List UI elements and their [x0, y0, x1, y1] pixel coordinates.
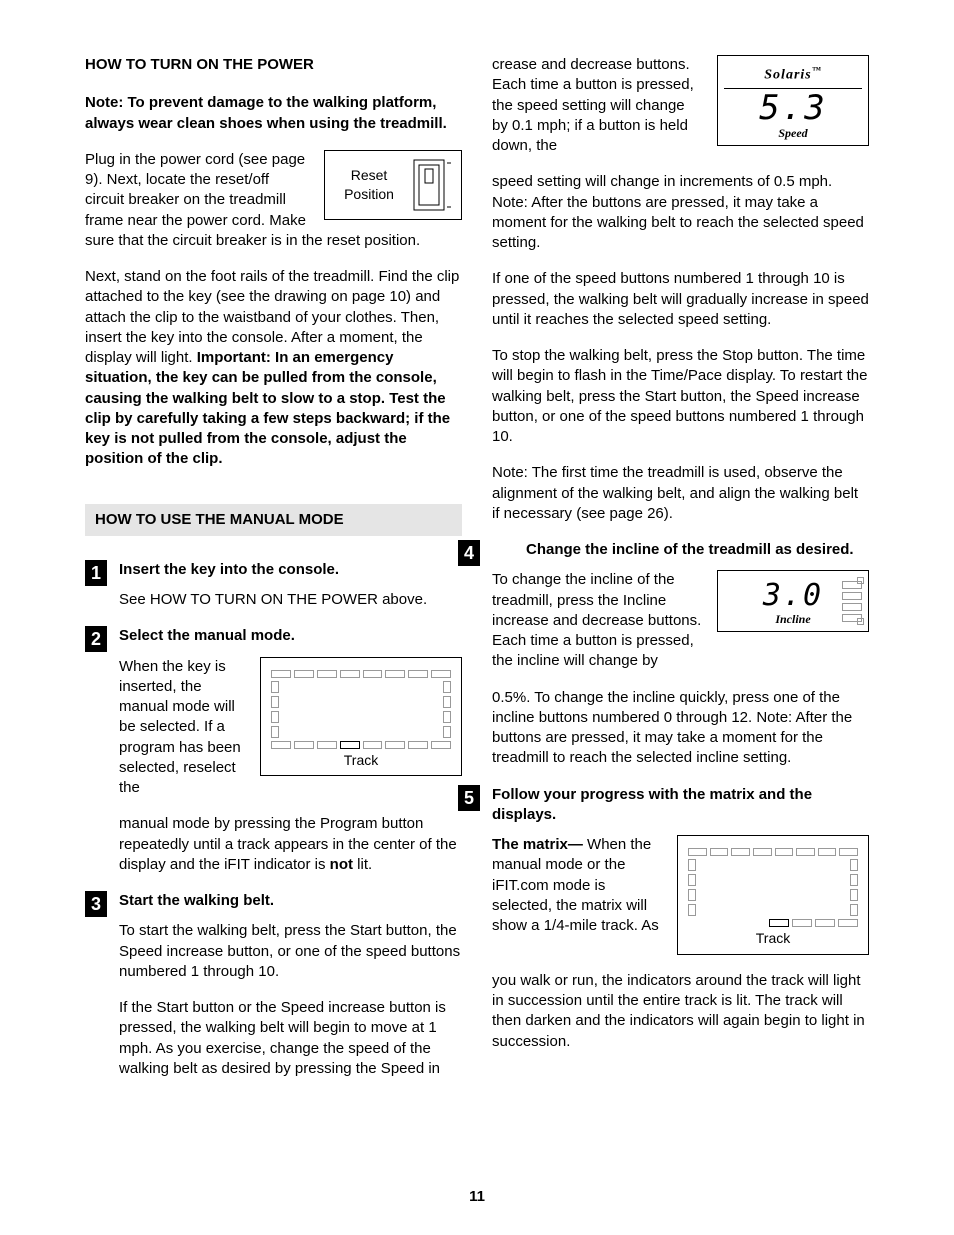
step-body: If one of the speed buttons numbered 1 t… — [492, 269, 869, 330]
step-3: 3 Start the walking belt. To start the w… — [85, 891, 462, 1079]
step-body: To change the incline of the treadmill, … — [492, 571, 701, 669]
step-body: speed setting will change in increments … — [492, 172, 869, 253]
step-number-icon: 3 — [85, 891, 107, 917]
page-number: 11 — [0, 1187, 954, 1207]
track-figure: Track — [677, 835, 869, 955]
step-body: If the Start button or the Speed increas… — [119, 998, 462, 1079]
incline-lcd-figure: 3.0 Incline — [717, 570, 869, 632]
damage-note: Note: To prevent damage to the walking p… — [85, 93, 462, 134]
step-body: Note: The first time the treadmill is us… — [492, 463, 869, 524]
breaker-icon — [413, 159, 453, 211]
step-body: To start the walking belt, press the Sta… — [119, 921, 462, 982]
track-label: Track — [688, 929, 858, 948]
speed-lcd-figure: Solaris™ 5.3 Speed — [717, 55, 869, 146]
step-4: 4 Change the incline of the treadmill as… — [492, 540, 869, 769]
step-number-icon: 1 — [85, 560, 107, 586]
step-title: Select the manual mode. — [119, 626, 462, 646]
step-body: you walk or run, the indicators around t… — [492, 971, 869, 1052]
step-1: 1 Insert the key into the console. See H… — [85, 560, 462, 611]
step-body: 0.5%. To change the incline quickly, pre… — [492, 688, 869, 769]
step-2: 2 Select the manual mode. Track When the… — [85, 626, 462, 875]
matrix-subhead: The matrix— — [492, 836, 583, 853]
step-title: Follow your progress with the matrix and… — [492, 785, 869, 826]
step-body: crease and decrease buttons. Each time a… — [492, 56, 694, 154]
step-3-continued: Solaris™ 5.3 Speed crease and decrease b… — [492, 55, 869, 524]
step-number-icon: 5 — [458, 785, 480, 811]
step-title: Insert the key into the console. — [119, 560, 462, 580]
para-stand: Next, stand on the foot rails of the tre… — [85, 267, 462, 470]
reset-position-label: Reset Position — [333, 166, 405, 204]
section-a-title: HOW TO TURN ON THE POWER — [85, 55, 462, 75]
step-body: See HOW TO TURN ON THE POWER above. — [119, 590, 462, 610]
step-body: When the key is inserted, the manual mod… — [119, 658, 241, 797]
track-label: Track — [271, 751, 451, 770]
reset-position-figure: Reset Position — [324, 150, 462, 220]
step-5: 5 Follow your progress with the matrix a… — [492, 785, 869, 1052]
step-title: Start the walking belt. — [119, 891, 462, 911]
track-figure: Track — [260, 657, 462, 777]
step-title: Change the incline of the treadmill as d… — [492, 540, 869, 560]
step-body: manual mode by pressing the Program butt… — [119, 814, 462, 875]
lcd-caption: Speed — [724, 125, 862, 141]
section-b-title: HOW TO USE THE MANUAL MODE — [85, 504, 462, 536]
step-body: To stop the walking belt, press the Stop… — [492, 346, 869, 447]
lcd-value: 5.3 — [724, 91, 862, 125]
step-number-icon: 4 — [458, 540, 480, 566]
step-number-icon: 2 — [85, 626, 107, 652]
